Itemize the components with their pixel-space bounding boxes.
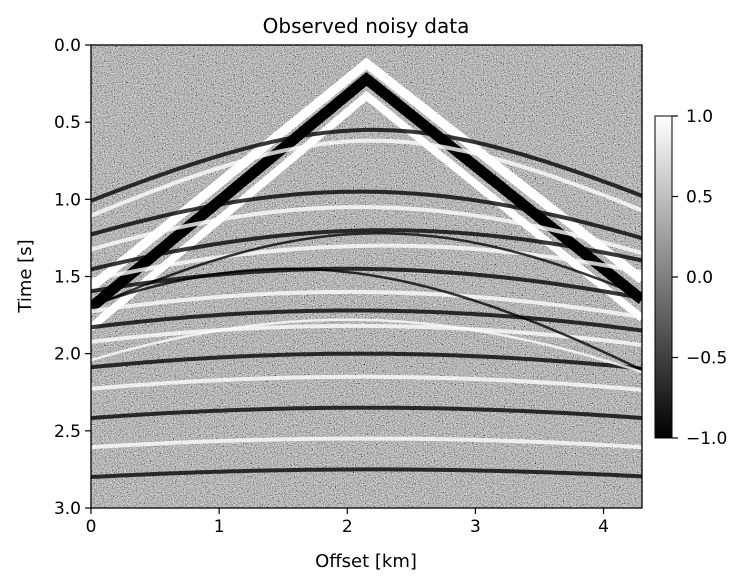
y-axis: 0.0 0.5 1.0 1.5 2.0 2.5 3.0 [54, 36, 91, 519]
colorbar-tick-label: 0.5 [686, 188, 713, 208]
y-axis-label: Time [s] [15, 239, 36, 313]
y-tick-label: 3.0 [54, 499, 81, 519]
diffraction-event-20 [91, 318, 642, 374]
colorbar-tick-label: −1.0 [686, 429, 727, 449]
x-tick-label: 4 [598, 517, 609, 537]
y-tick-label: 1.5 [54, 268, 81, 288]
y-tick-label: 2.5 [54, 422, 81, 442]
colorbar [654, 115, 673, 439]
diffraction-event-18 [91, 267, 642, 372]
colorbar-tick-label: 1.0 [686, 107, 713, 127]
reflection-event-13 [91, 351, 642, 371]
x-tick-label: 1 [214, 517, 225, 537]
x-tick-label: 2 [342, 517, 353, 537]
reflection-event-12 [91, 323, 642, 347]
diffraction-event-19 [91, 232, 642, 309]
y-tick-label: 0.5 [54, 113, 81, 133]
y-tick-label: 0.0 [54, 36, 81, 56]
reflection-event-8 [91, 243, 642, 282]
x-tick-label: 3 [470, 517, 481, 537]
seismic-events [91, 57, 642, 479]
reflection-event-16 [91, 436, 642, 450]
reflection-event-6 [91, 205, 642, 256]
reflection-event-17 [91, 467, 642, 479]
colorbar-axis: 1.0 0.5 0.0 −0.5 −1.0 [672, 107, 727, 449]
colorbar-tick-label: 0.0 [686, 268, 713, 288]
reflection-event-7 [91, 228, 642, 272]
colorbar-tick-label: −0.5 [686, 349, 727, 369]
reflection-event-10 [91, 289, 642, 320]
reflection-event-4 [91, 138, 642, 218]
reflection-event-9 [91, 266, 642, 301]
y-tick-label: 2.0 [54, 345, 81, 365]
reflection-event-15 [91, 405, 642, 420]
x-axis: 0 1 2 3 4 [86, 508, 609, 537]
x-axis-label: Offset [km] [315, 551, 417, 572]
y-tick-label: 1.0 [54, 190, 81, 210]
reflection-event-3 [91, 127, 642, 203]
reflection-event-14 [91, 374, 642, 392]
chart-title: Observed noisy data [263, 14, 470, 38]
reflection-event-5 [91, 189, 642, 241]
reflection-event-11 [91, 308, 642, 333]
direct-wave-event-0 [91, 72, 642, 312]
x-tick-label: 0 [86, 517, 97, 537]
